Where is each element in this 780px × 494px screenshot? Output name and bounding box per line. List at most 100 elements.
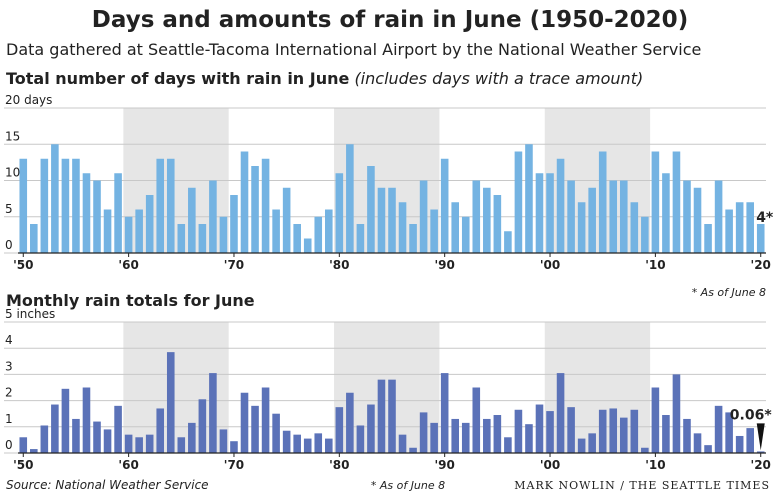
bar [377,187,386,253]
bar [704,224,712,253]
footnote: * As of June 8 [371,479,445,492]
bar [598,409,607,453]
bar [124,216,133,253]
bar [567,180,575,253]
bar [483,418,491,453]
bar [430,422,438,453]
bar [103,429,112,453]
bar [756,224,765,253]
bar [251,166,259,253]
y-tick-label: 0 [5,238,13,252]
bar [451,418,460,453]
bar [219,429,228,453]
bar [440,373,449,453]
bar [240,151,249,253]
bar [303,438,312,453]
bar [346,392,354,453]
pointer [756,423,765,451]
value-label: 0.06* [730,407,773,423]
bar [282,430,291,453]
bar [219,216,228,253]
y-tick-label: 10 [5,166,20,180]
bar [556,158,565,253]
bar [314,433,323,453]
bar [546,411,554,453]
bar [577,438,586,453]
panel-title-main: Total number of days with rain in June [6,69,349,88]
y-tick-label: 2 [5,386,13,400]
bar [472,387,481,453]
bar [314,216,323,253]
bar [19,437,28,453]
bar [662,173,670,253]
bar [609,180,618,253]
bar [525,424,533,453]
bar [493,415,502,453]
subtitle: Data gathered at Seattle-Tacoma Internat… [6,40,701,59]
bar [335,407,344,453]
bar [588,433,596,453]
bar [367,166,375,253]
bar [230,195,238,253]
bar [198,399,207,453]
bar [324,438,333,453]
x-tick-label: '10 [645,458,665,472]
bar [735,202,744,253]
bar [546,173,554,253]
bar [293,224,301,253]
bar [662,415,670,453]
bar [388,379,396,453]
bar [619,417,628,453]
bar [419,180,428,253]
bar [409,224,417,253]
bar [440,158,449,253]
y-tick-label: 3 [5,359,13,373]
bar [166,352,175,453]
y-tick-label: 1 [5,412,13,426]
bar [72,418,80,453]
bar [40,158,49,253]
bar [725,209,733,253]
bar [177,224,186,253]
bar [567,407,575,453]
bar [156,408,165,453]
bar [451,202,460,253]
bar [683,418,691,453]
panel-title: Total number of days with rain in June (… [6,69,643,88]
bar [51,144,59,253]
bar [525,144,533,253]
bar [514,409,523,453]
x-tick-label: '20 [751,458,771,472]
bar [504,437,512,453]
x-tick-label: '50 [13,258,33,272]
x-tick-label: '60 [118,458,138,472]
bar [261,387,270,453]
bar [82,387,91,453]
bar [641,216,649,253]
bar [430,209,438,253]
bar [135,437,143,453]
bar [166,158,175,253]
y-tick-label: 20 days [5,93,52,107]
bar [30,224,38,253]
bar [324,209,333,253]
bar [483,187,491,253]
bar [82,173,91,253]
bar [461,216,470,253]
x-tick-label: '50 [13,458,33,472]
bar [124,434,133,453]
bar [398,202,407,253]
bar [209,373,217,453]
bar [514,151,523,253]
x-tick-label: '00 [540,458,560,472]
bar [303,238,312,253]
x-tick-label: '90 [434,258,454,272]
bar [725,412,733,453]
bar [672,151,681,253]
title: Days and amounts of rain in June (1950-2… [92,7,688,33]
bar [756,451,765,453]
bar [356,425,365,453]
bar [588,187,596,253]
bar [282,187,291,253]
bar [630,202,639,253]
